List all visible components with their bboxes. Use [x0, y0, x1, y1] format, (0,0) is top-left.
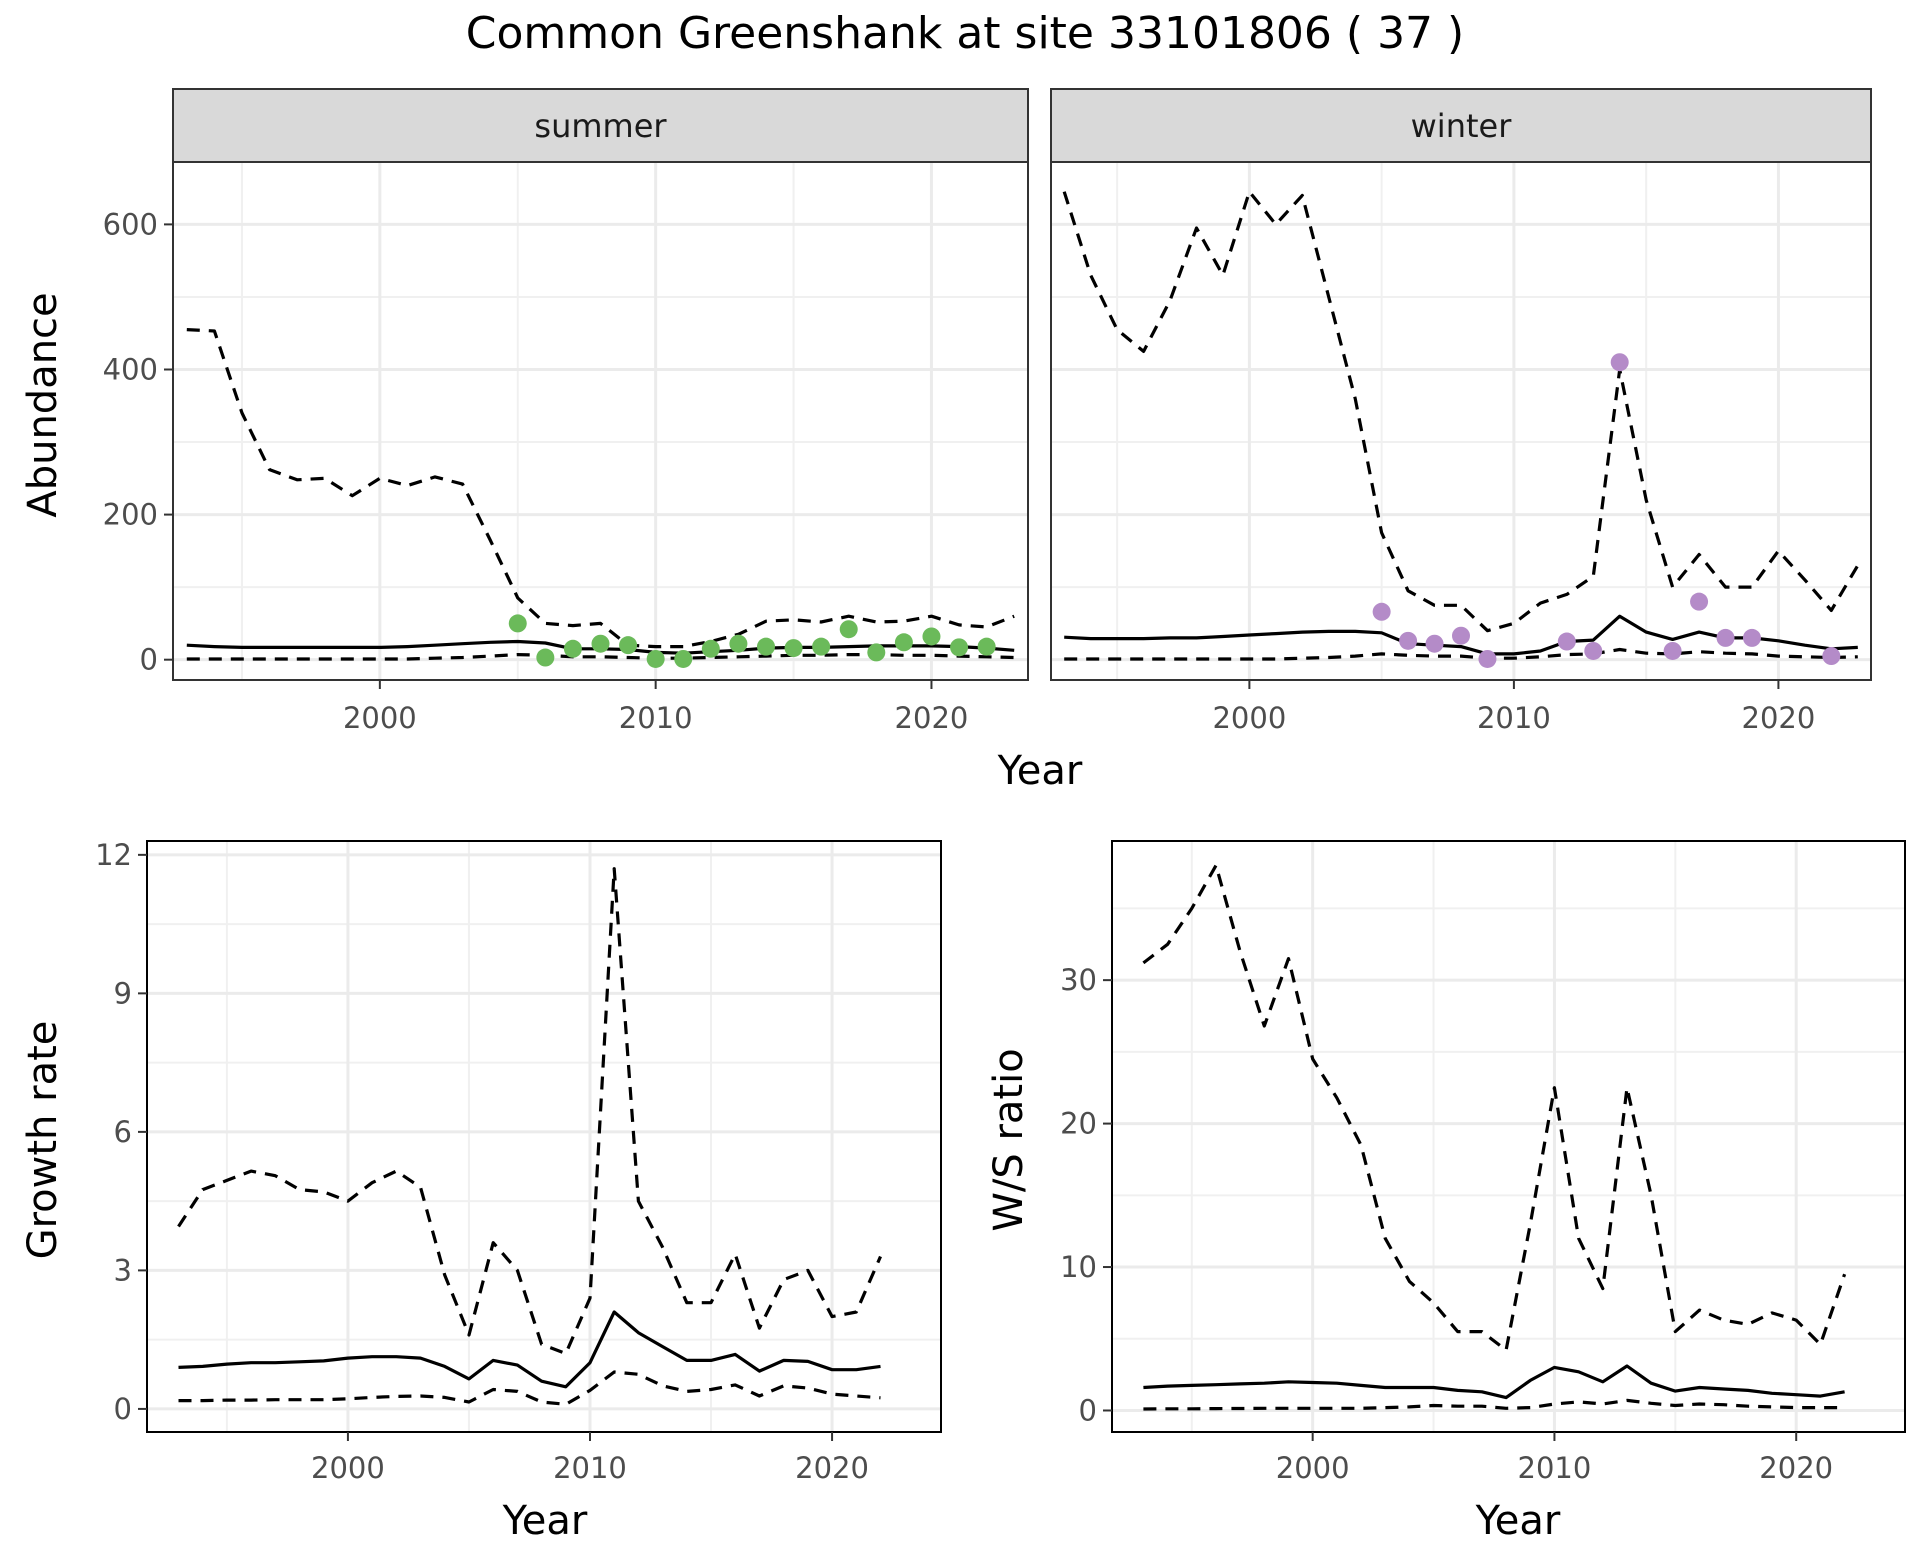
growth-panel-border	[146, 840, 942, 1433]
summer-data-point	[784, 639, 803, 658]
summer-data-point	[812, 637, 831, 656]
winter-x-tick-label: 2000	[1212, 701, 1286, 735]
winter-data-point	[1584, 641, 1603, 660]
summer-data-point	[977, 637, 996, 656]
winter-data-point	[1452, 626, 1470, 645]
summer-data-point	[591, 634, 610, 653]
summer-data-point	[756, 637, 775, 656]
growth-rate-axis-title: Growth rate	[20, 1021, 66, 1260]
winter-series	[1062, 190, 1860, 668]
winter-data-point	[1425, 634, 1444, 653]
growth-ticks: 2000 2010 2020 0 3 6 9 12	[95, 838, 869, 1485]
ratio-x-tick-label: 2010	[1518, 1451, 1592, 1485]
growth-rate-panel: Growth rate Year 2000 2010 2020 0 3 6 9 12	[20, 838, 942, 1544]
summer-panel-border	[172, 161, 1029, 681]
growth-y-tick-label: 0	[114, 1392, 132, 1426]
ratio-y-tick-label: 30	[1060, 963, 1097, 997]
winter-panel-border	[1050, 161, 1872, 681]
winter-data-point	[1690, 592, 1709, 611]
summer-panel: summer Abundance 2000 2010 2020 0 200 400 600	[20, 88, 1029, 735]
ratio-grid	[1112, 841, 1905, 1432]
summer-data-point	[729, 634, 748, 653]
summer-data-point	[922, 627, 941, 646]
summer-y-tick-label: 0	[140, 643, 158, 677]
winter-upper-bound-line	[1062, 190, 1860, 633]
winter-grid	[1051, 162, 1871, 680]
winter-panel: winter 2000 2010 2020	[1050, 88, 1872, 735]
ws-ratio-panel: W/S ratio Year 2000 2010 2020 0 10 20 30	[986, 840, 1906, 1544]
ratio-lower-bound-line	[1143, 1398, 1845, 1411]
summer-data-point	[839, 620, 858, 639]
summer-y-tick-label: 200	[103, 498, 158, 532]
summer-data-point	[867, 643, 886, 662]
summer-upper-bound-line	[186, 328, 1015, 649]
growth-y-tick-label: 9	[114, 976, 132, 1010]
growth-upper-bound-line	[177, 867, 882, 1356]
winter-lower-bound-line	[1064, 647, 1858, 661]
winter-data-point	[1716, 628, 1735, 647]
winter-data-point	[1372, 602, 1391, 621]
winter-data-point	[1478, 649, 1497, 668]
growth-estimate-line	[178, 1310, 881, 1389]
ratio-year-axis-title: Year	[1475, 1498, 1561, 1544]
ratio-x-tick-label: 2020	[1759, 1451, 1833, 1485]
growth-y-tick-label: 12	[95, 838, 132, 872]
chart-title: Common Greenshank at site 33101806 ( 37 …	[466, 8, 1464, 59]
growth-lower-bound-line	[178, 1370, 881, 1406]
winter-data-point	[1822, 647, 1841, 666]
growth-year-axis-title: Year	[502, 1498, 588, 1544]
summer-data-point	[646, 649, 665, 668]
summer-data-point	[563, 639, 582, 658]
summer-strip	[172, 88, 1029, 163]
summer-x-tick-label: 2000	[343, 701, 417, 735]
winter-data-point	[1742, 628, 1761, 647]
growth-y-tick-label: 6	[114, 1115, 132, 1149]
growth-series	[177, 867, 882, 1406]
ratio-x-tick-label: 2000	[1276, 1451, 1350, 1485]
summer-data-point	[536, 648, 555, 667]
winter-strip-label: winter	[1411, 107, 1513, 145]
top-year-axis-title: Year	[997, 748, 1083, 794]
summer-series	[186, 328, 1015, 668]
ratio-upper-bound-line	[1142, 863, 1847, 1352]
winter-ticks: 2000 2010 2020	[1212, 680, 1815, 735]
summer-y-tick-label: 600	[103, 207, 158, 241]
winter-data-point	[1399, 631, 1418, 650]
summer-data-point	[701, 639, 720, 658]
winter-data-point	[1557, 632, 1576, 651]
summer-grid	[173, 162, 1028, 680]
summer-data-point	[674, 649, 693, 668]
winter-x-tick-label: 2020	[1742, 701, 1816, 735]
summer-data-point	[894, 633, 913, 652]
growth-grid	[147, 841, 941, 1432]
ratio-estimate-line	[1143, 1364, 1845, 1400]
growth-x-tick-label: 2000	[311, 1451, 385, 1485]
winter-data-point	[1663, 641, 1682, 660]
ratio-y-tick-label: 10	[1060, 1250, 1097, 1284]
summer-x-tick-label: 2010	[619, 701, 693, 735]
summer-data-point	[950, 638, 969, 657]
growth-x-tick-label: 2020	[795, 1451, 869, 1485]
summer-data-point	[508, 614, 527, 633]
growth-y-tick-label: 3	[114, 1253, 132, 1287]
ratio-y-tick-label: 20	[1060, 1107, 1097, 1141]
summer-data-point	[619, 636, 638, 655]
ratio-series	[1142, 863, 1847, 1411]
abundance-axis-title: Abundance	[20, 292, 66, 517]
summer-x-tick-label: 2020	[895, 701, 969, 735]
ratio-ticks: 2000 2010 2020 0 10 20 30	[1060, 963, 1833, 1485]
ratio-y-tick-label: 0	[1079, 1393, 1097, 1427]
growth-x-tick-label: 2010	[553, 1451, 627, 1485]
ratio-panel-border	[1111, 840, 1906, 1433]
ws-ratio-axis-title: W/S ratio	[986, 1048, 1032, 1231]
summer-ticks: 2000 2010 2020 0 200 400 600	[103, 207, 969, 735]
summer-strip-label: summer	[534, 107, 667, 145]
summer-y-tick-label: 400	[103, 352, 158, 386]
winter-data-point	[1610, 353, 1629, 372]
winter-x-tick-label: 2010	[1477, 701, 1551, 735]
